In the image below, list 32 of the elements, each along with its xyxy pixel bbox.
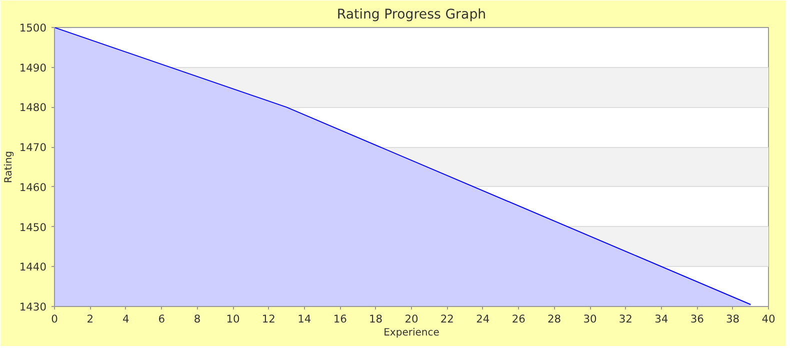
x-tick-label: 2: [86, 312, 94, 326]
x-tick-label: 10: [226, 312, 240, 326]
y-tick-label: 1470: [19, 141, 47, 154]
x-tick-label: 38: [726, 312, 740, 326]
x-tick-label: 16: [333, 312, 348, 326]
x-tick-label: 4: [122, 312, 130, 326]
y-tick-label: 1440: [19, 260, 47, 274]
x-tick-label: 20: [404, 312, 418, 326]
y-tick-label: 1480: [19, 101, 47, 114]
x-tick-label: 34: [654, 312, 668, 326]
y-axis-title: Rating: [3, 150, 14, 184]
x-tick-label: 40: [762, 312, 776, 326]
x-tick-label: 26: [512, 312, 526, 326]
x-tick-label: 36: [690, 312, 704, 326]
x-tick-label: 6: [158, 312, 166, 326]
x-tick-label: 22: [440, 312, 454, 326]
y-tick-label: 1490: [19, 61, 47, 74]
y-tick-label: 1430: [19, 300, 47, 314]
x-tick-label: 28: [548, 312, 562, 326]
x-tick-label: 18: [369, 312, 383, 326]
y-tick-label: 1460: [19, 180, 47, 194]
x-axis-title: Experience: [384, 328, 440, 338]
x-tick-label: 0: [51, 312, 58, 326]
x-tick-label: 12: [262, 312, 276, 326]
x-tick-label: 24: [476, 312, 490, 326]
y-tick-label: 1500: [19, 22, 47, 34]
x-tick-label: 14: [298, 312, 312, 326]
x-tick-label: 30: [583, 312, 597, 326]
chart-title: Rating Progress Graph: [336, 8, 486, 22]
y-tick-label: 1450: [19, 220, 47, 234]
x-tick-label: 8: [194, 312, 201, 326]
x-tick-label: 32: [618, 312, 632, 326]
